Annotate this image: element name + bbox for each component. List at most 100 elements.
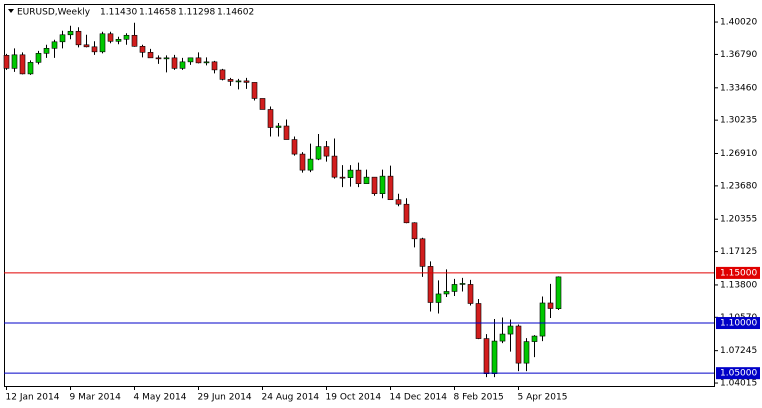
x-tick-label: 5 Apr 2015 [518, 393, 568, 403]
candle-body [267, 109, 274, 128]
candle-body [139, 46, 146, 53]
header-open: 1.11430 [100, 8, 137, 18]
symbol-icon [8, 9, 14, 13]
y-tick-label: 1.30235 [720, 116, 757, 126]
x-tick-label: 24 Aug 2014 [262, 393, 320, 403]
candle-body [339, 176, 346, 179]
candle-body [323, 146, 330, 157]
candle-body [523, 341, 530, 364]
candle-body [83, 44, 90, 48]
candle-body [555, 276, 562, 309]
candle-body [347, 169, 354, 178]
x-tick-label: 19 Oct 2014 [326, 393, 382, 403]
candle-body [227, 79, 234, 82]
y-tick-label: 1.04015 [720, 379, 757, 389]
header-high: 1.14658 [139, 8, 176, 18]
y-tick-label: 1.36790 [720, 50, 757, 60]
candle-body [211, 61, 218, 71]
candle-body [371, 176, 378, 194]
horizontal-line-label: 1.10000 [720, 319, 757, 329]
candle-body [395, 199, 402, 205]
plot-frame [4, 4, 715, 387]
candle-body [35, 53, 42, 63]
candle-body [291, 139, 298, 155]
candle-body [51, 41, 58, 49]
candle-body [379, 175, 386, 194]
candle-body [515, 325, 522, 364]
candle-body [499, 333, 506, 342]
candle-body [171, 57, 178, 69]
y-tick-label: 1.20355 [720, 215, 757, 225]
candle-body [115, 38, 122, 42]
candle-body [315, 146, 322, 160]
candle-body [179, 61, 186, 69]
candle-body [531, 335, 538, 342]
candle-body [107, 33, 114, 42]
candle-body [203, 61, 210, 64]
candle-body [443, 291, 450, 295]
x-tick-label: 8 Feb 2015 [454, 393, 504, 403]
candle-body [307, 158, 314, 171]
x-tick-label: 9 Mar 2014 [70, 393, 122, 403]
candle-body [491, 340, 498, 374]
candle-body [331, 155, 338, 178]
candle-body [387, 175, 394, 201]
candle-body [427, 266, 434, 303]
candle-body [403, 203, 410, 224]
y-tick-label: 1.07245 [720, 346, 757, 356]
candle-body [435, 293, 442, 303]
horizontal-line-label-box [716, 317, 760, 330]
candle-body [43, 48, 50, 54]
horizontal-line-label-box [716, 367, 760, 380]
candle-body [243, 80, 250, 83]
x-tick-label: 4 May 2014 [134, 393, 187, 403]
x-tick-label: 14 Dec 2014 [390, 393, 448, 403]
candle-body [539, 302, 546, 337]
candle-body [11, 54, 18, 69]
candle-body [299, 153, 306, 171]
candle-body [3, 55, 10, 69]
horizontal-line-label-box [716, 266, 760, 279]
candle-body [59, 34, 66, 43]
candle-body [459, 283, 466, 285]
y-tick-label: 1.40020 [720, 18, 757, 28]
candle-body [363, 176, 370, 184]
header-low: 1.11298 [178, 8, 215, 18]
x-tick-label: 29 Jun 2014 [198, 393, 252, 403]
y-tick-label: 1.17125 [720, 247, 757, 257]
candle-body [419, 238, 426, 267]
horizontal-line-label: 1.15000 [720, 268, 757, 278]
candle-body [219, 69, 226, 80]
horizontal-line-label: 1.05000 [720, 369, 757, 379]
candle-body [475, 303, 482, 339]
candle-body [75, 30, 82, 46]
candle-body [507, 325, 514, 335]
candle-body [451, 284, 458, 292]
candle-body [163, 57, 170, 60]
candle-body [195, 57, 202, 64]
y-tick-label: 1.26910 [720, 149, 757, 159]
candle-body [547, 302, 554, 309]
candle-body [411, 222, 418, 240]
candle-body [19, 54, 26, 75]
candle-body [275, 125, 282, 128]
x-tick-label: 12 Jan 2014 [6, 393, 60, 403]
candle-body [147, 52, 154, 59]
candle-body [123, 34, 130, 40]
candle-body [355, 169, 362, 184]
header-close: 1.14602 [217, 8, 254, 18]
candle-body [483, 338, 490, 374]
candle-body [235, 80, 242, 83]
y-tick-label: 1.13800 [720, 280, 757, 290]
candle-body [251, 82, 258, 99]
chart-title: EURUSD,Weekly [17, 8, 91, 18]
candle-body [67, 30, 74, 36]
y-tick-label: 1.23680 [720, 181, 757, 191]
y-tick-label: 1.33460 [720, 83, 757, 93]
candle-body [91, 46, 98, 53]
candle-body [259, 98, 266, 110]
candle-body [155, 57, 162, 60]
candle-body [187, 57, 194, 63]
